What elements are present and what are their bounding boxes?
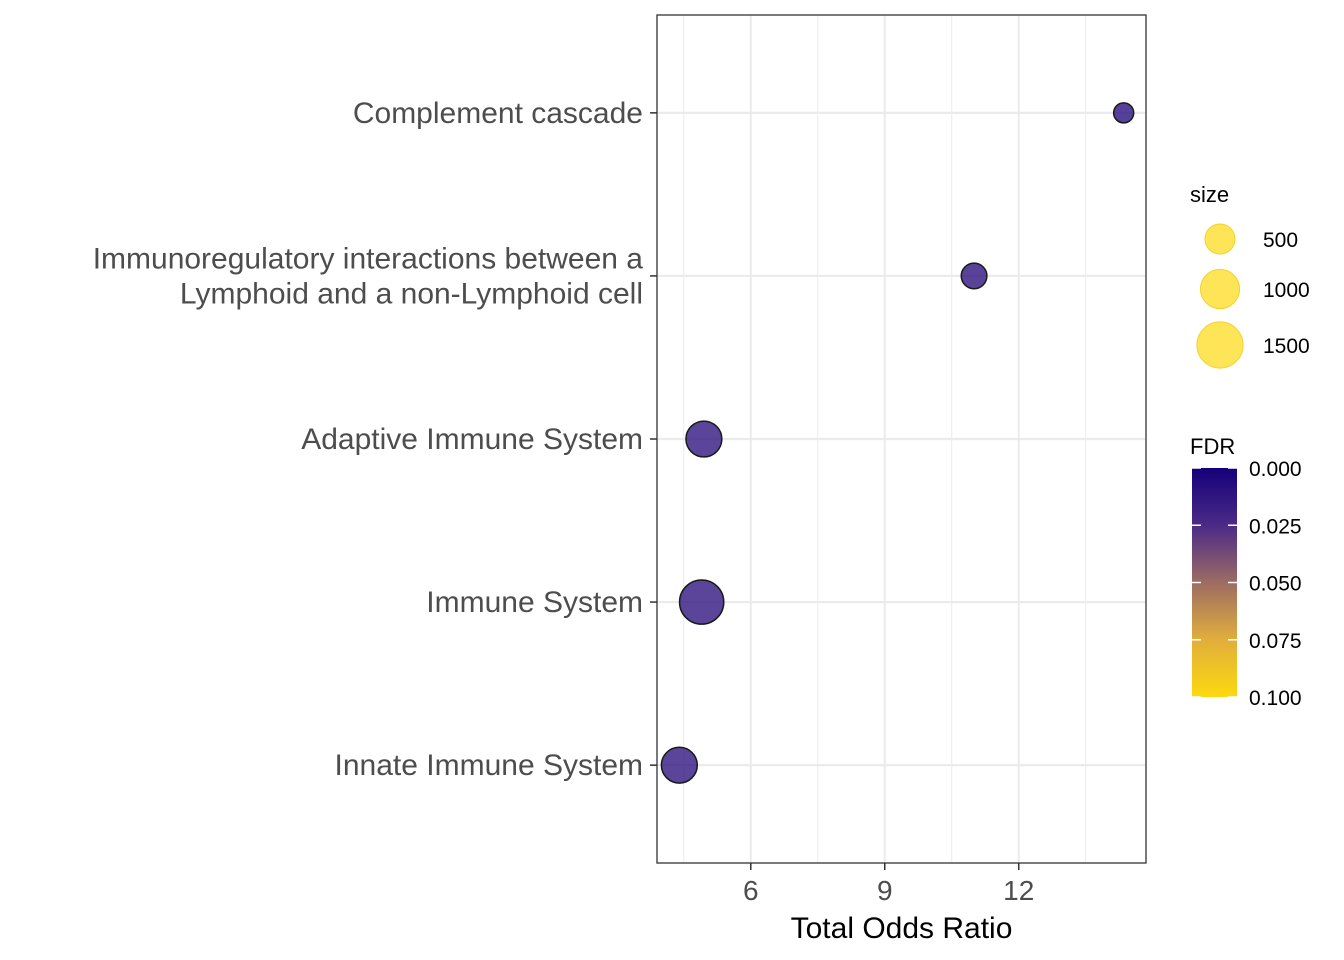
fdr-legend-label: 0.025 — [1249, 515, 1302, 538]
data-point — [678, 579, 725, 625]
y-category-label: Complement cascade — [353, 97, 643, 130]
grid — [657, 15, 1146, 863]
fdr-legend-label: 0.075 — [1249, 630, 1302, 653]
size-legend-label: 500 — [1263, 229, 1298, 252]
y-category-label: Adaptive Immune System — [301, 423, 643, 456]
fdr-legend-title: FDR — [1190, 434, 1235, 459]
size-legend-key — [1204, 223, 1236, 255]
y-axis: Innate Immune System Immune System Adaptiv… — [93, 97, 657, 782]
size-legend-key — [1196, 321, 1244, 369]
y-category-label: Immunoregulatory interactions between a — [93, 242, 644, 275]
x-axis: 6 9 12 — [743, 863, 1034, 906]
x-tick-label: 12 — [1003, 875, 1034, 906]
data-point — [1112, 102, 1135, 124]
fdr-legend-label: 0.100 — [1249, 687, 1302, 710]
x-axis-title: Total Odds Ratio — [791, 912, 1013, 945]
size-legend: size 500 1000 1500 — [1190, 182, 1310, 369]
size-legend-title: size — [1190, 182, 1229, 207]
x-tick-label: 9 — [877, 875, 893, 906]
size-legend-label: 1500 — [1263, 335, 1310, 358]
size-legend-key — [1199, 268, 1241, 310]
fdr-legend: FDR 0.000 0.025 0.050 0.075 0.100 — [1190, 434, 1302, 710]
data-point — [660, 746, 699, 784]
y-category-label: Lymphoid and a non-Lymphoid cell — [180, 277, 643, 310]
size-legend-label: 1000 — [1263, 279, 1310, 302]
points — [660, 102, 1135, 784]
y-category-label: Immune System — [426, 586, 643, 619]
y-category-label: Innate Immune System — [335, 749, 643, 782]
data-point — [960, 262, 988, 290]
data-point — [685, 420, 723, 458]
fdr-legend-label: 0.050 — [1249, 573, 1302, 596]
fdr-legend-label: 0.000 — [1249, 458, 1302, 481]
x-tick-label: 6 — [743, 875, 759, 906]
